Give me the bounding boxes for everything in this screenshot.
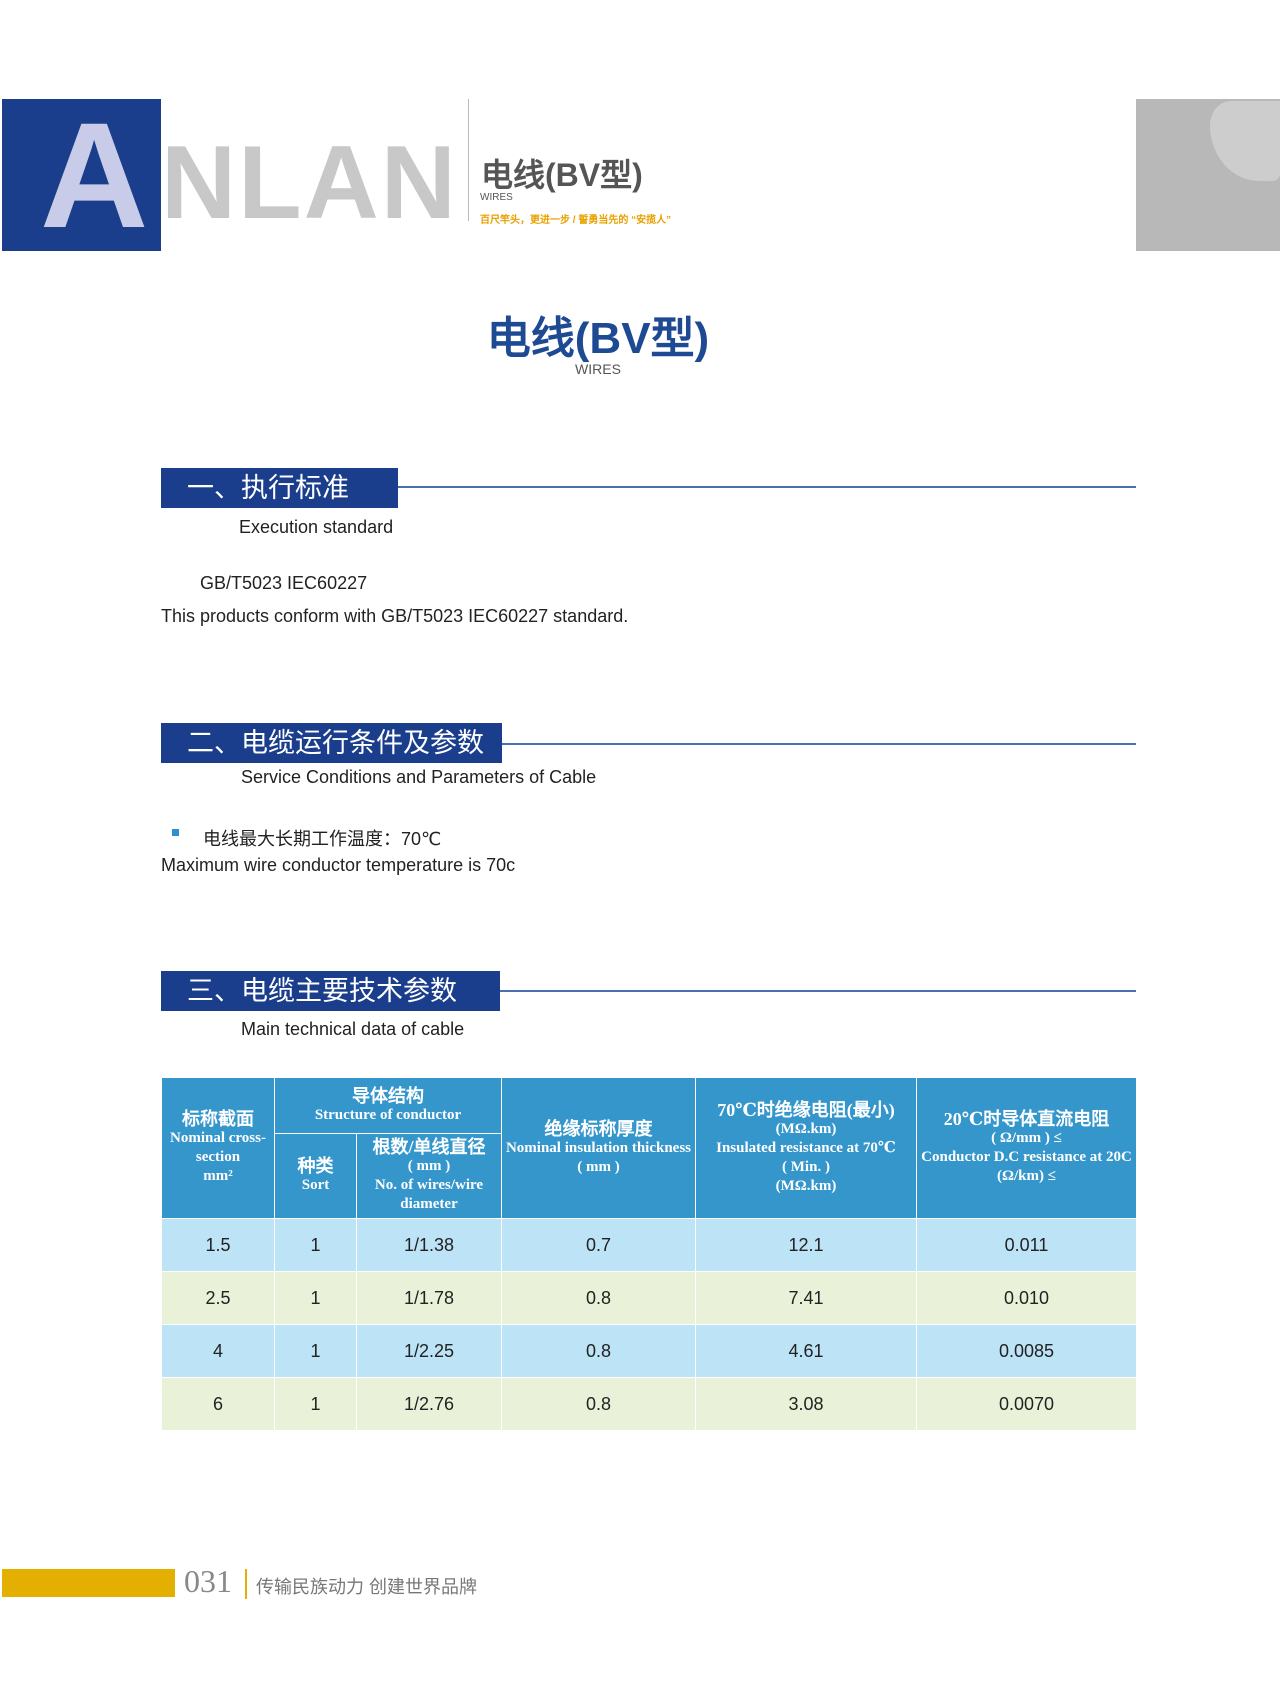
header-struct-en: Structure of conductor [314, 1106, 462, 1123]
logo-text: NLAN [161, 125, 458, 241]
header-cross-en: Nominal cross-section [170, 1130, 266, 1165]
header-title: 电线(BV型) [481, 157, 643, 193]
section-2-subtitle: Service Conditions and Parameters of Cab… [241, 767, 597, 787]
logo-image: A [2, 99, 161, 251]
section-2-rule [502, 743, 1136, 745]
header-dc20-cn: 20℃时导体直流电阻 [943, 1109, 1110, 1129]
footer-bar [2, 1569, 175, 1597]
header-dc20-en: Conductor D.C resistance at 20C [921, 1149, 1132, 1165]
header-wires-en: No. of wires/wire diameter [374, 1177, 484, 1212]
table-cell: 1/2.76 [356, 1377, 502, 1431]
header-wires-unit: ( mm ) [407, 1158, 451, 1174]
section-1-subtitle: Execution standard [239, 517, 394, 537]
header-sort-en: Sort [301, 1177, 330, 1193]
temperature-en: Maximum wire conductor temperature is 70… [161, 855, 516, 875]
section-2-title: 二、电缆运行条件及参数 [161, 723, 502, 763]
table-row: 6 1 1/2.76 0.8 3.08 0.0070 [161, 1377, 1137, 1431]
table-cell: 4 [161, 1324, 275, 1378]
table-cell: 0.8 [501, 1377, 696, 1431]
table-cell: 0.7 [501, 1218, 696, 1272]
table-cell: 3.08 [695, 1377, 917, 1431]
header-ins-cn: 绝缘标称厚度 [544, 1118, 653, 1139]
header-res70-min: ( Min. ) [782, 1158, 830, 1175]
header-ins-unit: ( mm ) [577, 1158, 620, 1175]
table-cell: 1.5 [161, 1218, 275, 1272]
header-cross-cn: 标称截面 [182, 1109, 254, 1129]
section-3-title: 三、电缆主要技术参数 [161, 971, 500, 1011]
footer-divider [245, 1569, 247, 1599]
header-res70-unit2: (MΩ.km) [775, 1177, 837, 1194]
header-ins-en: Nominal insulation thickness [505, 1139, 692, 1156]
header-dc20-unit: ( Ω/mm ) ≤ [991, 1130, 1062, 1146]
header-sort-cn: 种类 [297, 1156, 334, 1176]
table-cell: 0.0070 [916, 1377, 1137, 1431]
footer-slogan: 传输民族动力 创建世界品牌 [256, 1577, 477, 1597]
table-cell: 0.8 [501, 1271, 696, 1325]
table-cell: 2.5 [161, 1271, 275, 1325]
header-wires: 根数/单线直径 ( mm ) No. of wires/wire diamete… [356, 1133, 502, 1219]
header-divider [468, 99, 469, 221]
table-cell: 1 [274, 1377, 357, 1431]
logo-letter-a: A [40, 99, 148, 251]
standard-codes: GB/T5023 IEC60227 [200, 573, 368, 593]
table-cell: 0.011 [916, 1218, 1137, 1272]
header-subtitle: WIRES [480, 192, 513, 203]
table-cell: 1 [274, 1218, 357, 1272]
table-cell: 0.0085 [916, 1324, 1137, 1378]
table-cell: 6 [161, 1377, 275, 1431]
table-cell: 4.61 [695, 1324, 917, 1378]
header-insulation: 绝缘标称厚度 Nominal insulation thickness ( mm… [501, 1077, 696, 1219]
header-dc-resistance-20: 20℃时导体直流电阻 ( Ω/mm ) ≤ Conductor D.C resi… [916, 1077, 1137, 1219]
section-3-rule [500, 990, 1136, 992]
header-tagline: 百尺竿头，更进一步 / 誓勇当先的 “安揽人” [480, 215, 672, 226]
technical-data-table: 标称截面 Nominal cross-section mm² 导体结构 Stru… [161, 1077, 1137, 1431]
table-row: 1.5 1 1/1.38 0.7 12.1 0.011 [161, 1218, 1137, 1272]
header-res70-unit: (MΩ.km) [775, 1120, 837, 1137]
header-res70-en: Insulated resistance at 70℃ [716, 1139, 896, 1156]
standard-description: This products conform with GB/T5023 IEC6… [161, 606, 629, 626]
header-structure: 导体结构 Structure of conductor [274, 1077, 502, 1134]
page-subtitle: WIRES [575, 361, 621, 377]
header-wires-cn: 根数/单线直径 [372, 1137, 486, 1157]
header-cross-unit: mm² [203, 1168, 233, 1184]
table-cell: 0.010 [916, 1271, 1137, 1325]
table-cell: 1/1.78 [356, 1271, 502, 1325]
table-cell: 1 [274, 1324, 357, 1378]
header-sort: 种类 Sort [274, 1133, 357, 1219]
page-title: 电线(BV型) [486, 314, 710, 363]
section-3-subtitle: Main technical data of cable [241, 1019, 465, 1039]
table-row: 2.5 1 1/1.78 0.8 7.41 0.010 [161, 1271, 1137, 1325]
header-cross-section: 标称截面 Nominal cross-section mm² [161, 1077, 275, 1219]
table-cell: 1/1.38 [356, 1218, 502, 1272]
table-cell: 1/2.25 [356, 1324, 502, 1378]
temperature-cn: 电线最大长期工作温度：70℃ [203, 829, 442, 849]
header-dc20-unit2: (Ω/km) ≤ [997, 1168, 1056, 1184]
table-cell: 1 [274, 1271, 357, 1325]
section-1-rule [398, 486, 1136, 488]
table-cell: 0.8 [501, 1324, 696, 1378]
header-struct-cn: 导体结构 [352, 1085, 424, 1106]
table-cell: 7.41 [695, 1271, 917, 1325]
table-row: 4 1 1/2.25 0.8 4.61 0.0085 [161, 1324, 1137, 1378]
header-resistance-70: 70℃时绝缘电阻(最小) (MΩ.km) Insulated resistanc… [695, 1077, 917, 1219]
page-number: 031 [184, 1563, 232, 1599]
header-res70-cn: 70℃时绝缘电阻(最小) [717, 1099, 895, 1120]
table-cell: 12.1 [695, 1218, 917, 1272]
section-1-title: 一、执行标准 [161, 468, 398, 508]
bullet-icon [172, 829, 179, 836]
